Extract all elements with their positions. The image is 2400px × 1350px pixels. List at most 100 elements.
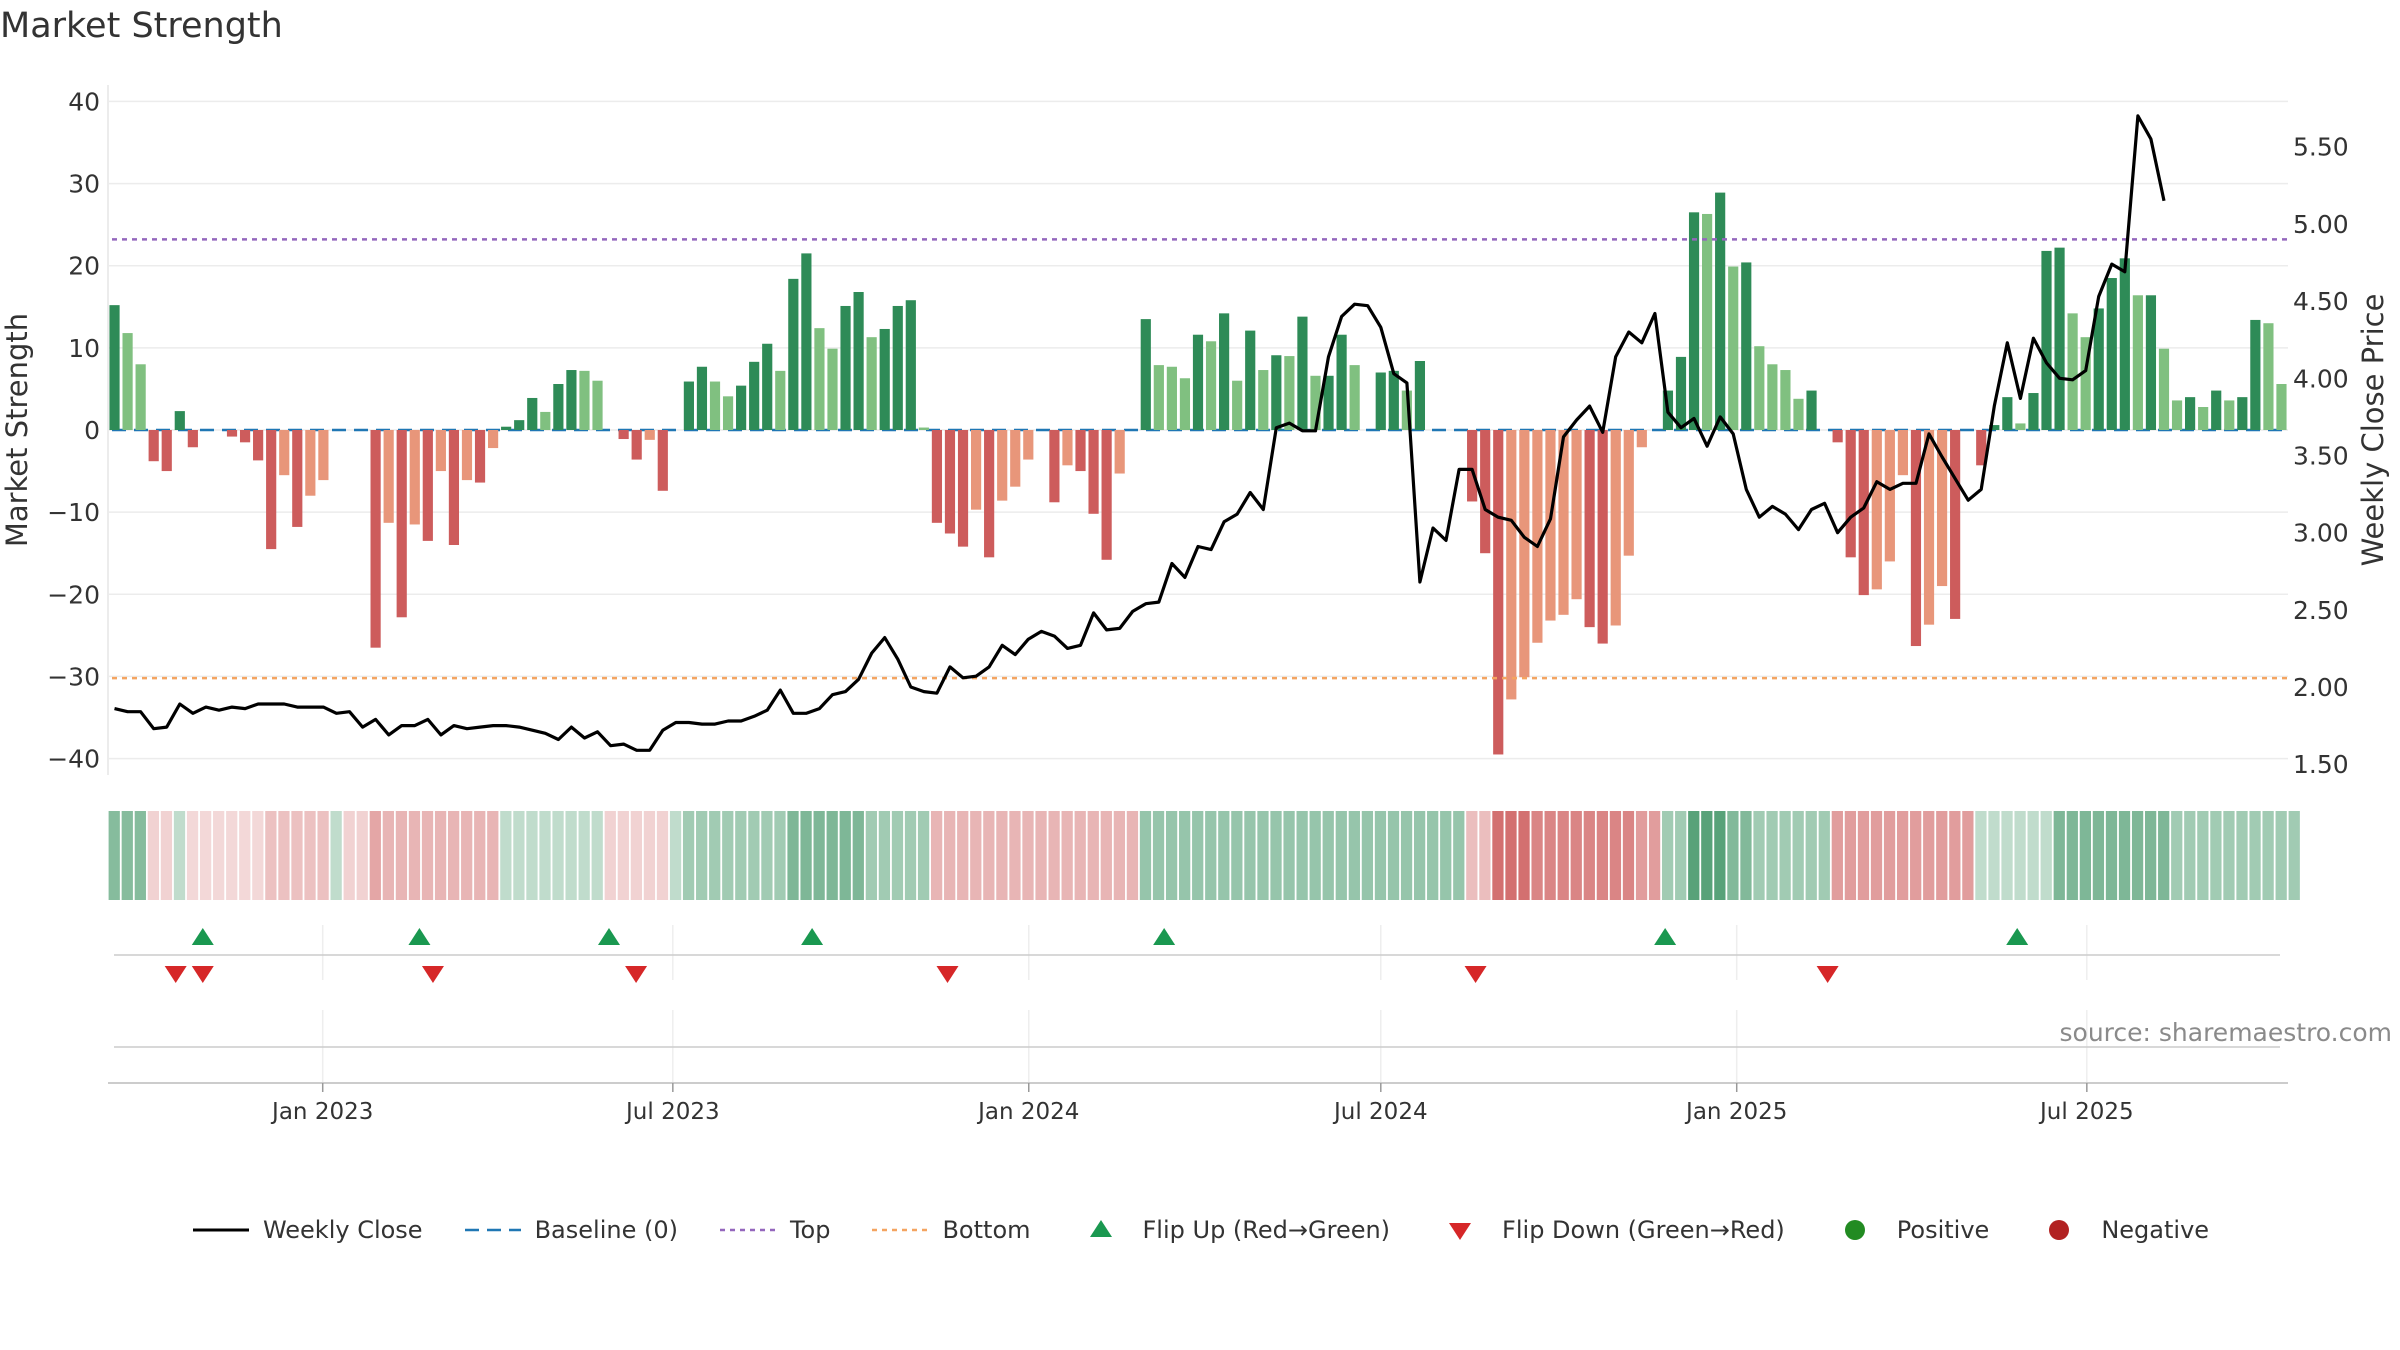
y2-tick-label: 2.50 [2293, 596, 2349, 625]
legend-item-baseline: Baseline (0) [463, 1216, 678, 1244]
strength-bar [1075, 430, 1086, 472]
strength-bar [2132, 295, 2143, 430]
strip-cell [317, 811, 329, 900]
flip-markers [114, 928, 2280, 983]
legend-symbol-bottom [872, 1228, 929, 1232]
reference-lines [112, 238, 2288, 680]
strip-cell [278, 811, 290, 900]
strip-cell [826, 811, 838, 900]
strength-bar [174, 411, 185, 430]
strength-bar [722, 396, 734, 430]
strength-bar [135, 364, 146, 430]
strip-cell [1139, 811, 1152, 900]
strength-bar [579, 370, 590, 430]
strip-cell [408, 811, 421, 900]
strength-bar [239, 430, 251, 443]
strength-bar [396, 430, 407, 618]
strip-cell [356, 811, 368, 900]
strip-cell [1179, 811, 1191, 900]
x-tick-label: Jul 2025 [2038, 1099, 2134, 1125]
legend-label: Bottom [942, 1216, 1031, 1244]
strength-bar [409, 430, 420, 525]
strip-cell [1622, 811, 1635, 900]
strip-cell [434, 811, 447, 900]
strip-cell [265, 811, 277, 900]
strength-bar [461, 430, 473, 481]
strip-cell [1400, 811, 1413, 900]
strength-bar [749, 361, 760, 430]
strip-cell [474, 811, 486, 900]
strip-cell [656, 811, 669, 900]
strip-cell [970, 811, 982, 900]
strength-bar [1245, 330, 1256, 430]
strength-bar [1349, 365, 1360, 430]
strength-bar [122, 333, 133, 430]
strength-bar [1936, 430, 1948, 587]
strength-bar [1388, 370, 1399, 430]
y-tick-label: 40 [68, 87, 100, 116]
strength-bar [2041, 250, 2052, 430]
source-credit: source: sharemaestro.com [2059, 1018, 2393, 1047]
strength-bar [2263, 323, 2274, 430]
strength-bar [918, 427, 929, 430]
strength-bar [448, 430, 460, 545]
strength-bar [1049, 430, 1060, 503]
strip-cell [604, 811, 616, 900]
strength-bar [1558, 430, 1569, 615]
strength-bar [814, 328, 825, 430]
legend-item-top: Top [718, 1216, 830, 1244]
strength-bar [1806, 390, 1817, 430]
legend-symbol-baseline [464, 1228, 521, 1232]
strength-bar [644, 430, 655, 440]
strength-bar [474, 430, 486, 483]
strength-bar [2171, 400, 2183, 430]
strength-bar [736, 385, 747, 430]
y-tick-label: 10 [68, 334, 100, 363]
flip-down-marker [1464, 966, 1487, 983]
strength-bar [279, 430, 290, 476]
strip-cell [1936, 811, 1948, 900]
strip-cell [1727, 811, 1739, 900]
strip-cell [1387, 811, 1400, 900]
strip-cell [1609, 811, 1622, 900]
strip-cell [1453, 811, 1465, 900]
strength-bar [109, 305, 120, 430]
strength-bar [1584, 430, 1595, 628]
strength-bar [266, 430, 277, 550]
strip-cell [134, 811, 146, 900]
weekly-close-series [114, 114, 2166, 752]
strip-cell [1975, 811, 1987, 900]
strip-cell [1857, 811, 1870, 900]
strip-cell [1557, 811, 1569, 900]
strip-cell [2131, 811, 2144, 900]
strength-bar [2198, 407, 2209, 430]
strength-bar [2080, 337, 2091, 430]
strip-cell [213, 811, 225, 900]
flip-up-marker [1654, 928, 1677, 945]
strip-cell [461, 811, 473, 900]
strength-bar [1062, 430, 1073, 466]
strip-cell [669, 811, 682, 900]
strength-bar [2093, 308, 2104, 430]
y-tick-label: −20 [47, 580, 100, 609]
strength-bar [1166, 366, 1177, 430]
legend-symbol-flip_down [1449, 1223, 1472, 1240]
y-tick-label: 20 [68, 252, 100, 281]
flip-up-marker [191, 928, 214, 945]
strength-bar [1532, 430, 1543, 643]
legend-label: Weekly Close [262, 1216, 423, 1244]
strength-bar [762, 343, 773, 430]
x-tick-label: Jul 2024 [1332, 1099, 1428, 1125]
strength-bar [1871, 430, 1882, 590]
strength-bar [1793, 398, 1804, 430]
y2-tick-label: 1.50 [2293, 750, 2349, 779]
strength-bar [1571, 430, 1582, 600]
strip-cell [1988, 811, 2000, 900]
strength-bar [1832, 430, 1843, 443]
strip-cell [1766, 811, 1778, 900]
strip-cell [2262, 811, 2274, 900]
strip-cell [1753, 811, 1765, 900]
strip-cell [774, 811, 786, 900]
legend-label: Flip Down (Green→Red) [1502, 1216, 1785, 1244]
strength-strip [108, 811, 2300, 900]
